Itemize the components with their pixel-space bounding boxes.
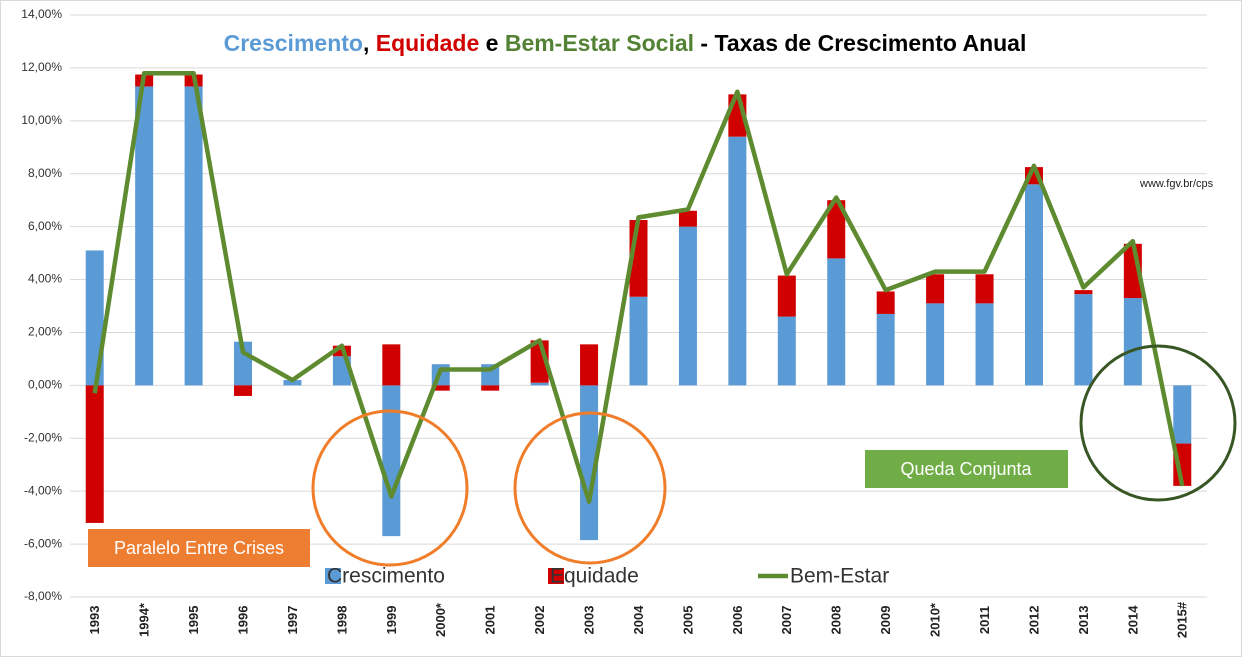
bar xyxy=(876,313,895,386)
y-tick-label: 4,00% xyxy=(28,272,62,286)
annotation-box xyxy=(865,450,1068,488)
legend-swatch xyxy=(325,568,341,584)
title-part: Equidade xyxy=(376,30,480,56)
y-tick-label: 8,00% xyxy=(28,166,62,180)
legend-label: Equidade xyxy=(550,565,639,588)
x-tick-label: 2008 xyxy=(829,606,844,635)
highlight-circle xyxy=(513,411,667,565)
x-tick-label: 2012 xyxy=(1026,606,1041,635)
bar xyxy=(876,291,895,314)
bar xyxy=(926,303,945,386)
bar xyxy=(827,200,846,259)
x-tick-label: 2005 xyxy=(680,606,695,635)
x-tick-label: 1994* xyxy=(137,602,152,637)
x-tick-label: 2009 xyxy=(878,606,893,635)
bar xyxy=(283,380,302,386)
source-note: www.fgv.br/cps xyxy=(1139,178,1214,190)
y-tick-label: -6,00% xyxy=(24,536,62,550)
bar xyxy=(1123,298,1142,386)
bar xyxy=(431,385,450,391)
x-tick-label: 2006 xyxy=(730,606,745,635)
line xyxy=(92,70,1185,505)
bar xyxy=(1074,290,1093,295)
x-tick-label: 2013 xyxy=(1076,606,1091,635)
x-tick-label: 2011 xyxy=(977,606,992,634)
annotation: Queda Conjunta xyxy=(900,459,1032,479)
bar xyxy=(629,296,648,386)
bar xyxy=(382,344,401,386)
bar xyxy=(975,274,994,304)
bar xyxy=(926,274,945,304)
x-tick-label: 2015# xyxy=(1175,601,1190,638)
y-tick-label: 10,00% xyxy=(21,113,62,127)
chart-title: Crescimento, Equidade e Bem-Estar Social… xyxy=(224,30,1027,56)
title-part: Crescimento xyxy=(224,30,363,56)
x-tick-label: 1995 xyxy=(186,606,201,635)
bar xyxy=(777,275,796,317)
x-tick-label: 2014 xyxy=(1125,605,1140,635)
bar xyxy=(580,385,599,541)
highlight-circle xyxy=(311,409,469,567)
x-tick-label: 2001 xyxy=(483,606,498,635)
bar xyxy=(827,258,846,386)
title-part: - Taxas de Crescimento Anual xyxy=(694,30,1026,56)
x-tick-label: 2002 xyxy=(532,606,547,635)
x-tick-label: 1993 xyxy=(87,606,102,635)
bar xyxy=(481,385,500,391)
bar xyxy=(975,303,994,386)
x-tick-label: 2000* xyxy=(433,602,448,637)
legend-label: Bem-Estar xyxy=(790,565,889,588)
y-tick-label: 6,00% xyxy=(28,219,62,233)
bar xyxy=(184,86,203,386)
bar xyxy=(580,344,599,386)
x-tick-label: 1996 xyxy=(235,606,250,635)
y-tick-label: -4,00% xyxy=(24,483,62,497)
bar xyxy=(678,210,697,227)
title-part: Bem-Estar Social xyxy=(505,30,694,56)
legend-label: Crescimento xyxy=(327,565,445,588)
annotation-box xyxy=(88,529,310,567)
x-tick-label: 1997 xyxy=(285,606,300,635)
y-tick-label: -8,00% xyxy=(24,589,62,603)
title-part: e xyxy=(479,30,505,56)
y-tick-label: 0,00% xyxy=(28,378,62,392)
highlight-circle xyxy=(1079,344,1237,502)
bar xyxy=(234,385,253,396)
legend-swatch xyxy=(548,568,564,584)
bar xyxy=(1074,294,1093,386)
title-part: , xyxy=(363,30,376,56)
x-tick-label: 2003 xyxy=(582,606,597,635)
bar xyxy=(1024,184,1043,386)
y-tick-label: -2,00% xyxy=(24,430,62,444)
bar xyxy=(728,136,747,386)
x-tick-label: 2010* xyxy=(928,602,943,637)
x-tick-label: 1999 xyxy=(384,606,399,635)
annotation: Paralelo Entre Crises xyxy=(114,538,284,558)
bar xyxy=(777,316,796,386)
bar xyxy=(85,385,104,523)
bar xyxy=(530,382,549,386)
y-tick-label: 2,00% xyxy=(28,325,62,339)
bar xyxy=(1173,385,1192,444)
bar xyxy=(382,385,401,537)
x-tick-label: 1998 xyxy=(334,606,349,635)
bar xyxy=(678,226,697,386)
bar xyxy=(135,86,154,386)
x-tick-label: 2004 xyxy=(631,605,646,635)
y-tick-label: 14,00% xyxy=(21,7,62,21)
y-tick-label: 12,00% xyxy=(21,60,62,74)
x-tick-label: 2007 xyxy=(779,606,794,635)
